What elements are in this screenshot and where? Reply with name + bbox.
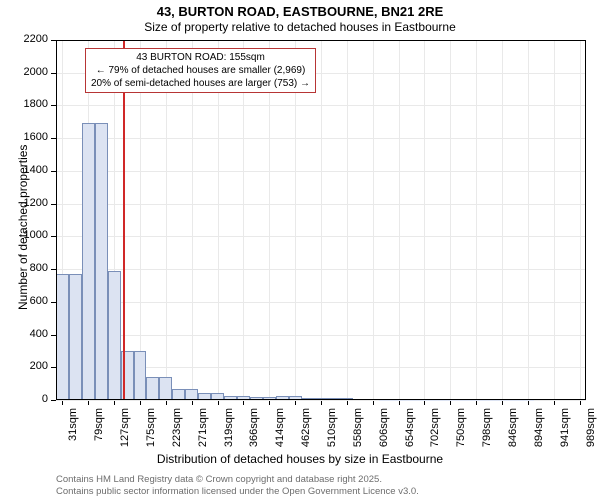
x-tick-label: 31sqm xyxy=(67,408,79,458)
x-tick-label: 894sqm xyxy=(533,408,545,458)
y-tick-label: 1800 xyxy=(18,98,48,110)
histogram-bar xyxy=(315,398,328,400)
histogram-bar xyxy=(159,377,172,400)
histogram-bar xyxy=(185,389,198,400)
x-tick-label: 798sqm xyxy=(481,408,493,458)
chart-container: 43, BURTON ROAD, EASTBOURNE, BN21 2RE Si… xyxy=(0,0,600,500)
y-tick-label: 1400 xyxy=(18,164,48,176)
gridline-v xyxy=(295,40,296,400)
annotation-line-1: 43 BURTON ROAD: 155sqm xyxy=(91,51,310,64)
gridline-v xyxy=(243,40,244,400)
gridline-v xyxy=(399,40,400,400)
gridline-v xyxy=(269,40,270,400)
x-tick-label: 846sqm xyxy=(507,408,519,458)
y-tick-label: 0 xyxy=(18,393,48,405)
y-tick-label: 200 xyxy=(18,360,48,372)
gridline-v xyxy=(554,40,555,400)
histogram-bar xyxy=(353,399,366,400)
histogram-bar xyxy=(340,398,353,400)
x-tick-label: 366sqm xyxy=(248,408,260,458)
gridline-v xyxy=(140,40,141,400)
x-tick-label: 462sqm xyxy=(300,408,312,458)
x-tick-label: 606sqm xyxy=(378,408,390,458)
histogram-bar xyxy=(82,123,95,400)
annotation-line-3: 20% of semi-detached houses are larger (… xyxy=(91,77,310,90)
gridline-v xyxy=(476,40,477,400)
histogram-bar xyxy=(56,274,69,400)
x-tick-label: 558sqm xyxy=(352,408,364,458)
y-tick-label: 400 xyxy=(18,328,48,340)
gridline-v xyxy=(502,40,503,400)
x-tick-label: 175sqm xyxy=(145,408,157,458)
x-tick-label: 271sqm xyxy=(197,408,209,458)
histogram-bar xyxy=(172,389,185,400)
x-tick-label: 127sqm xyxy=(119,408,131,458)
y-tick-label: 2000 xyxy=(18,66,48,78)
gridline-v xyxy=(321,40,322,400)
y-tick-label: 2200 xyxy=(18,33,48,45)
x-tick-label: 223sqm xyxy=(171,408,183,458)
histogram-bar xyxy=(250,397,263,400)
x-tick-label: 654sqm xyxy=(404,408,416,458)
x-tick-label: 702sqm xyxy=(429,408,441,458)
x-tick-label: 319sqm xyxy=(223,408,235,458)
y-tick-label: 800 xyxy=(18,262,48,274)
y-tick-label: 1200 xyxy=(18,197,48,209)
annotation-line-2: ← 79% of detached houses are smaller (2,… xyxy=(91,64,310,77)
x-tick-label: 941sqm xyxy=(559,408,571,458)
gridline-v xyxy=(450,40,451,400)
chart-subtitle: Size of property relative to detached ho… xyxy=(0,20,600,34)
y-tick-label: 1000 xyxy=(18,229,48,241)
histogram-bar xyxy=(108,271,121,400)
plot-area xyxy=(56,40,586,400)
histogram-bar xyxy=(289,396,302,400)
histogram-bar xyxy=(146,377,159,400)
histogram-bar xyxy=(237,396,250,400)
footer-line-1: Contains HM Land Registry data © Crown c… xyxy=(56,474,419,486)
gridline-v xyxy=(218,40,219,400)
histogram-bar xyxy=(366,399,379,400)
chart-title: 43, BURTON ROAD, EASTBOURNE, BN21 2RE xyxy=(0,4,600,19)
histogram-bar xyxy=(69,274,82,400)
x-tick-label: 989sqm xyxy=(585,408,597,458)
histogram-bar xyxy=(302,398,315,400)
gridline-v xyxy=(580,40,581,400)
x-tick-label: 79sqm xyxy=(93,408,105,458)
gridline-h xyxy=(56,400,586,401)
y-tick-label: 1600 xyxy=(18,131,48,143)
gridline-v xyxy=(373,40,374,400)
gridline-v xyxy=(528,40,529,400)
x-tick-label: 750sqm xyxy=(455,408,467,458)
histogram-bar xyxy=(134,351,147,400)
histogram-bar xyxy=(263,397,276,400)
histogram-bar xyxy=(276,396,289,400)
footer-attribution: Contains HM Land Registry data © Crown c… xyxy=(56,474,419,498)
y-tick-label: 600 xyxy=(18,295,48,307)
histogram-bar xyxy=(327,398,340,400)
gridline-v xyxy=(166,40,167,400)
histogram-bar xyxy=(95,123,108,400)
footer-line-2: Contains public sector information licen… xyxy=(56,486,419,498)
annotation-box: 43 BURTON ROAD: 155sqm ← 79% of detached… xyxy=(85,48,316,93)
histogram-bar xyxy=(198,393,211,400)
histogram-bar xyxy=(224,396,237,400)
histogram-bar xyxy=(211,393,224,400)
gridline-v xyxy=(347,40,348,400)
x-tick-label: 510sqm xyxy=(326,408,338,458)
gridline-v xyxy=(192,40,193,400)
x-tick-label: 414sqm xyxy=(274,408,286,458)
reference-line xyxy=(123,40,125,400)
gridline-v xyxy=(424,40,425,400)
